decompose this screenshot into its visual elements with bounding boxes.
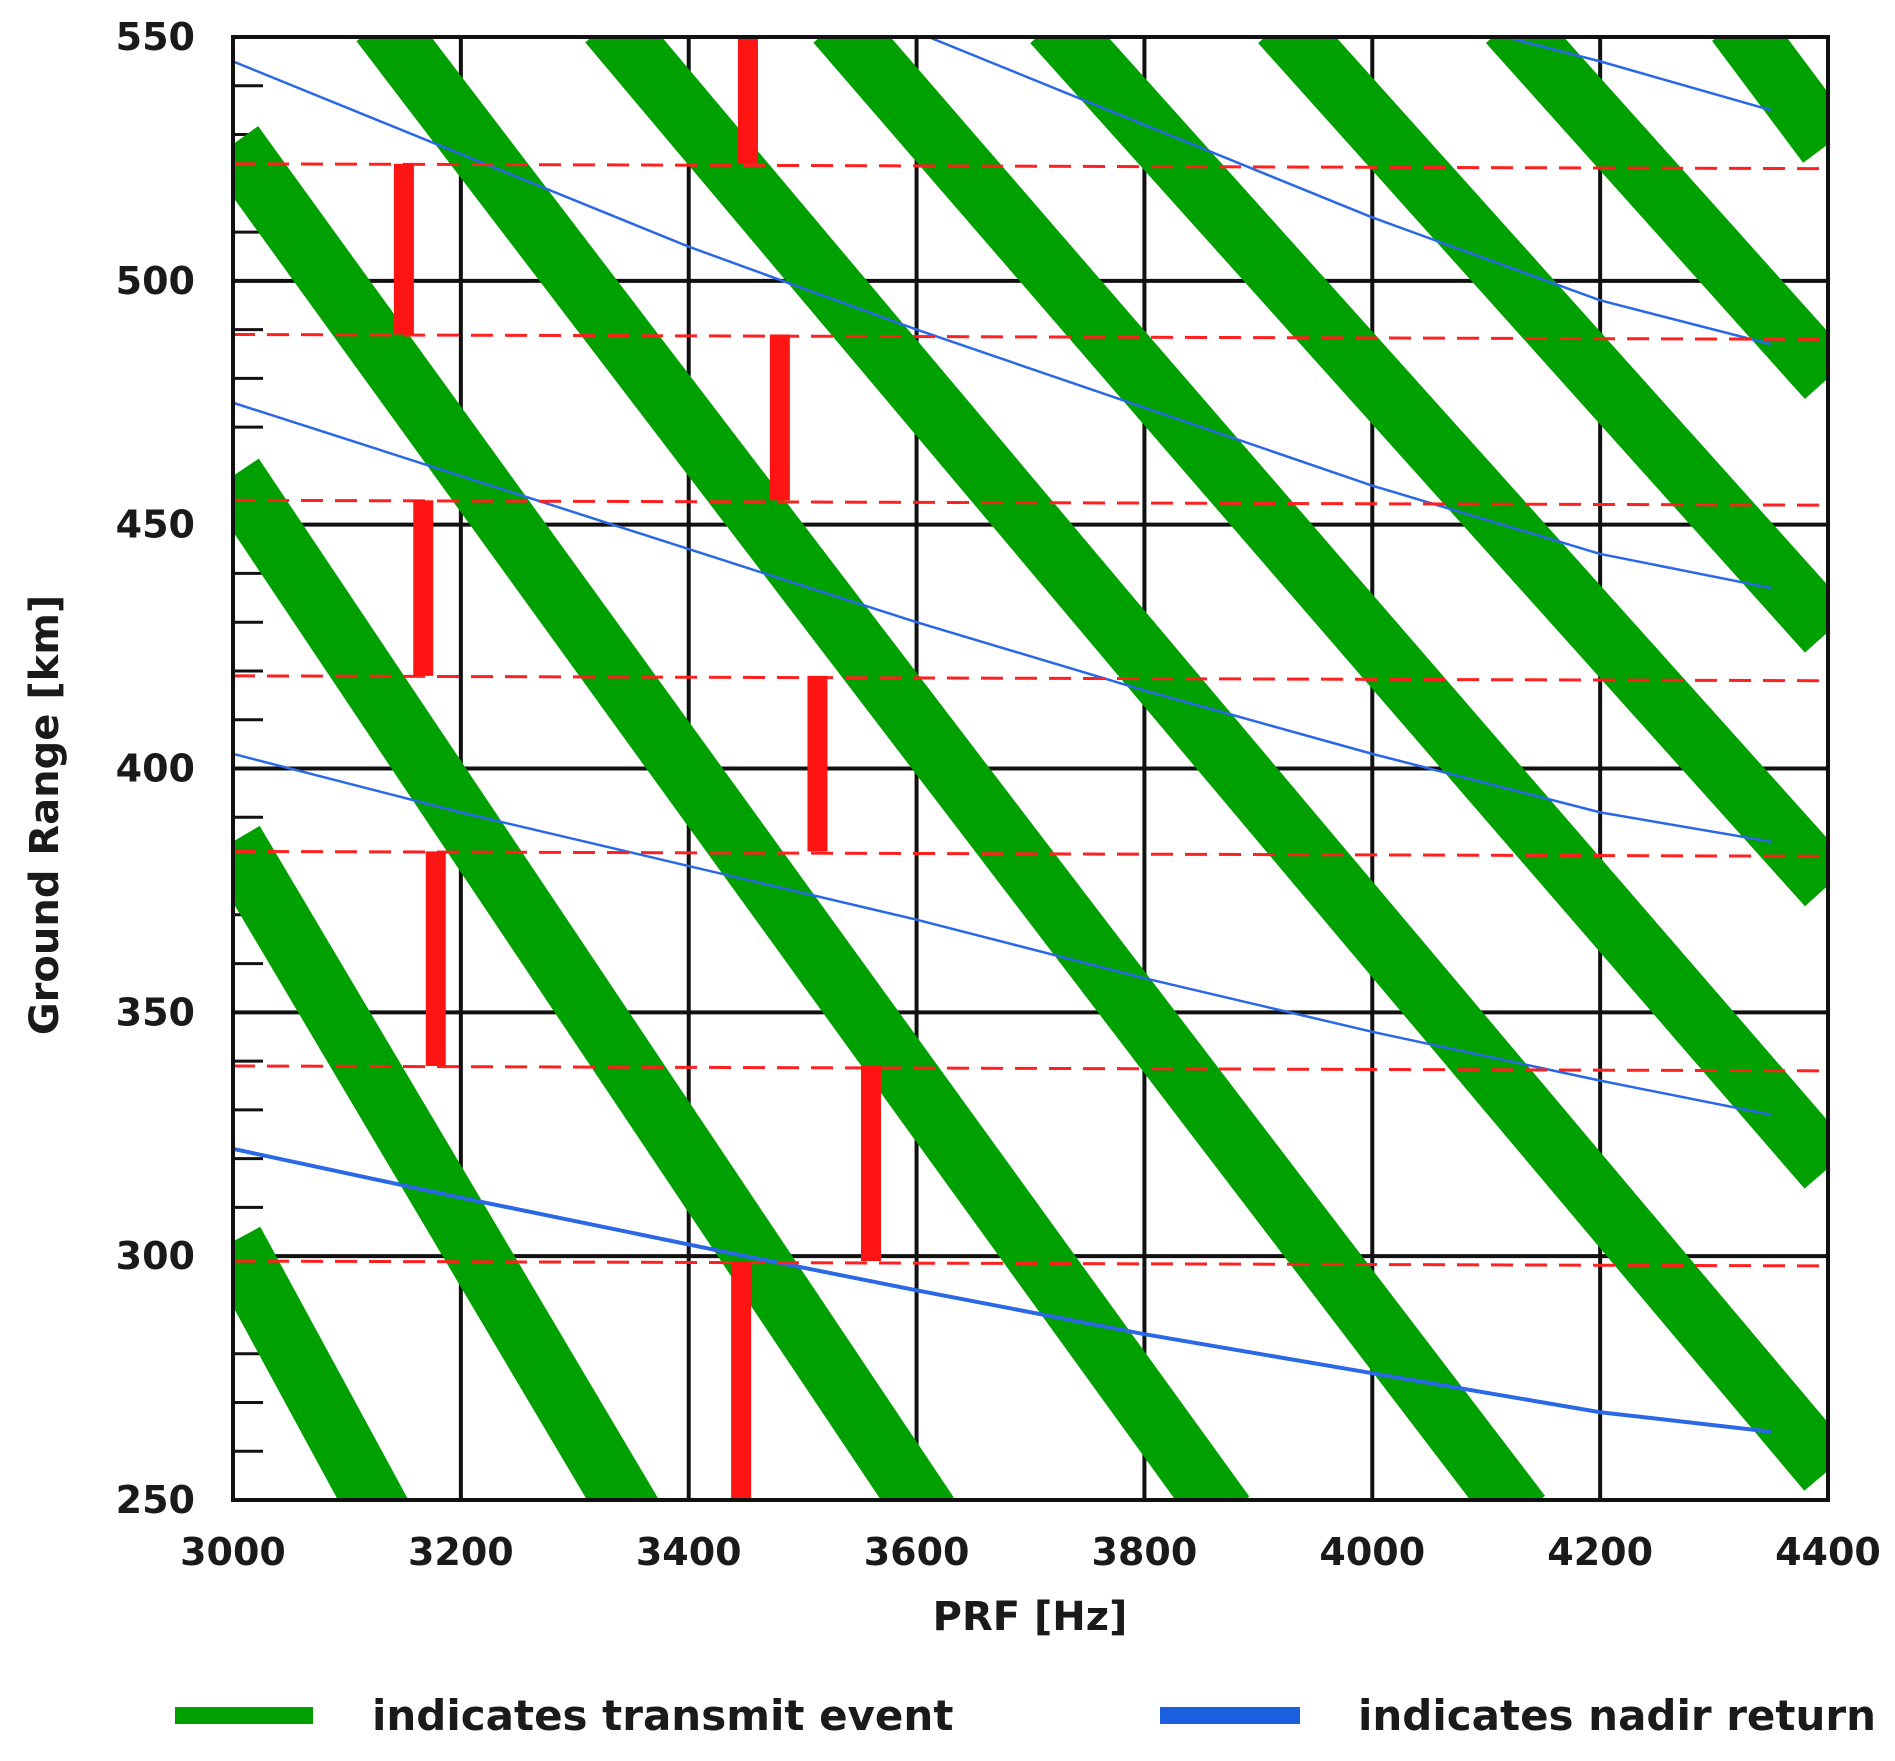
dashed-line (233, 849, 1828, 858)
dashed-line (233, 1259, 1828, 1268)
red-bar (393, 163, 414, 335)
plot-frame (231, 35, 1830, 1502)
x-tick-label: 3600 (864, 1530, 970, 1574)
y-tick-label: 500 (116, 259, 195, 303)
dashed-line (233, 162, 1828, 171)
legend-label-nadir: indicates nadir return (1358, 1691, 1876, 1740)
red-bar (861, 1065, 881, 1262)
nadir-curve (1500, 37, 1772, 112)
transmit-band (233, 1226, 409, 1500)
y-tick-label: 350 (116, 990, 195, 1034)
x-tick-label: 3200 (408, 1530, 514, 1574)
plot-area (233, 37, 1828, 1500)
y-tick-label: 550 (116, 15, 195, 59)
transmit-band (356, 37, 1546, 1500)
red-bar (413, 500, 434, 676)
transmit-band (1030, 37, 1828, 907)
dashed-reference-lines (233, 162, 1828, 1268)
red-bar (807, 675, 828, 852)
x-tick-labels: 3000 3200 3400 3600 3800 4000 4200 4400 (180, 1530, 1881, 1574)
x-tick-label: 4000 (1319, 1530, 1425, 1574)
x-tick-label: 3400 (636, 1530, 742, 1574)
transmit-band (233, 458, 954, 1500)
nadir-return-curves (233, 37, 1772, 1434)
legend-swatch-transmit (175, 1707, 313, 1724)
legend: indicates transmit event indicates nadir… (175, 1691, 1876, 1740)
transmit-band (585, 37, 1828, 1491)
y-tick-label: 400 (116, 747, 195, 791)
y-tick-label: 250 (116, 1478, 195, 1522)
transmit-band (233, 126, 1250, 1500)
red-bar (737, 37, 758, 164)
transmit-band (1258, 37, 1828, 653)
y-tick-labels: 250 300 350 400 450 500 550 (116, 15, 195, 1522)
x-tick-label: 3800 (1092, 1530, 1198, 1574)
y-tick-label: 300 (116, 1234, 195, 1278)
transmit-band (233, 825, 659, 1500)
y-tick-label: 450 (116, 503, 195, 547)
transmit-band (813, 37, 1828, 1189)
nadir-curve (233, 60, 1772, 590)
transmit-event-bands (233, 37, 1828, 1500)
red-bar (731, 1261, 752, 1500)
dashed-line (233, 1064, 1828, 1073)
nadir-curve (925, 37, 1772, 346)
x-axis-label: PRF [Hz] (933, 1594, 1128, 1640)
x-tick-label: 4200 (1547, 1530, 1653, 1574)
dashed-line (233, 332, 1828, 341)
dashed-line (233, 498, 1828, 507)
y-axis-label: Ground Range [km] (22, 595, 68, 1035)
nadir-curve (233, 752, 1772, 1116)
dashed-line (233, 674, 1828, 683)
transmit-band (1485, 37, 1828, 400)
nadir-curve (233, 1146, 1772, 1434)
legend-swatch-nadir (1160, 1707, 1300, 1724)
red-bars (393, 37, 881, 1500)
x-tick-label: 3000 (180, 1530, 286, 1574)
transmit-band (1712, 37, 1828, 163)
nadir-curve (233, 401, 1772, 843)
x-tick-label: 4400 (1775, 1530, 1881, 1574)
legend-label-transmit: indicates transmit event (372, 1691, 953, 1740)
red-bar (769, 334, 790, 501)
red-bar (425, 851, 446, 1066)
